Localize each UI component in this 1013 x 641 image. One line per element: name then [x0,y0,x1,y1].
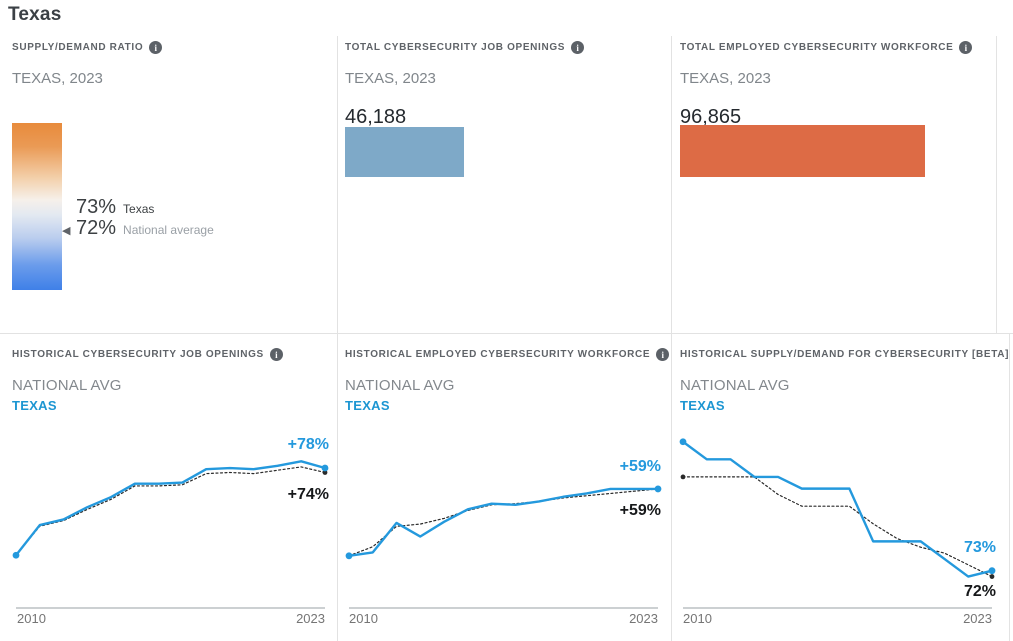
texas-end-label: +78% [287,436,329,453]
national-average-marker-icon: ◀ [62,225,71,237]
x-axis-label-start: 2010 [17,611,46,626]
x-axis-label-end: 2023 [629,611,658,626]
employed-workforce-bar[interactable] [680,125,925,177]
info-icon[interactable]: i [269,348,283,361]
panel-title: TOTAL CYBERSECURITY JOB OPENINGS [345,42,566,53]
texas-ratio-label: Texas [123,202,155,216]
info-icon[interactable]: i [571,41,585,54]
panel-title: HISTORICAL SUPPLY/DEMAND FOR CYBERSECURI… [680,349,1010,360]
legend-national-avg: NATIONAL AVG [345,377,455,394]
page-title: Texas [8,4,62,25]
texas-ratio-value: 73% [76,196,117,218]
dashboard-grid: SUPPLY/DEMAND RATIO i TEXAS, 2023 73% Te… [0,36,1013,641]
gauge-labels: 73% Texas ◀ 72% National average [62,196,214,239]
info-icon[interactable]: i [149,41,163,54]
legend-texas: TEXAS [345,398,390,413]
panel-title: TOTAL EMPLOYED CYBERSECURITY WORKFORCE [680,42,954,53]
historical-job-openings-chart[interactable] [0,410,337,610]
panel-supply-demand-ratio: SUPPLY/DEMAND RATIO i TEXAS, 2023 73% Te… [0,36,338,334]
panel-subtitle: TEXAS, 2023 [12,70,103,87]
panel-edge-rule [1009,334,1010,641]
national-ratio-label: National average [123,223,214,237]
national-end-label: +74% [287,486,329,503]
job-openings-bar[interactable] [345,127,464,177]
x-axis-label-start: 2010 [683,611,712,626]
historical-employed-workforce-chart[interactable] [338,410,672,610]
panel-historical-job-openings: HISTORICAL CYBERSECURITY JOB OPENINGS i … [0,334,338,641]
legend-national-avg: NATIONAL AVG [12,377,122,394]
panel-historical-supply-demand: HISTORICAL SUPPLY/DEMAND FOR CYBERSECURI… [672,334,1013,641]
panel-title: HISTORICAL CYBERSECURITY JOB OPENINGS [12,349,264,360]
legend-texas: TEXAS [12,398,57,413]
x-axis-label-end: 2023 [963,611,992,626]
supply-demand-gradient-bar [12,123,62,290]
legend-national-avg: NATIONAL AVG [680,377,790,394]
panel-edge-rule [996,36,997,333]
national-end-label: 72% [963,583,996,600]
job-openings-value: 46,188 [345,106,407,128]
info-icon[interactable]: i [656,348,670,361]
x-axis-label-start: 2010 [349,611,378,626]
employed-workforce-value: 96,865 [680,106,742,128]
panel-historical-employed-workforce: HISTORICAL EMPLOYED CYBERSECURITY WORKFO… [338,334,672,641]
legend-texas: TEXAS [680,398,725,413]
historical-supply-demand-chart[interactable] [672,410,1013,610]
panel-job-openings: TOTAL CYBERSECURITY JOB OPENINGS i TEXAS… [338,36,672,334]
panel-subtitle: TEXAS, 2023 [345,70,436,87]
panel-title: HISTORICAL EMPLOYED CYBERSECURITY WORKFO… [345,349,651,360]
texas-end-label: 73% [963,539,996,556]
x-axis-label-end: 2023 [296,611,325,626]
panel-title: SUPPLY/DEMAND RATIO [12,42,144,53]
panel-subtitle: TEXAS, 2023 [680,70,771,87]
national-ratio-value: 72% [76,217,117,239]
info-icon[interactable]: i [959,41,973,54]
national-end-label: +59% [619,502,661,519]
texas-end-label: +59% [619,458,661,475]
panel-employed-workforce: TOTAL EMPLOYED CYBERSECURITY WORKFORCE i… [672,36,1013,334]
